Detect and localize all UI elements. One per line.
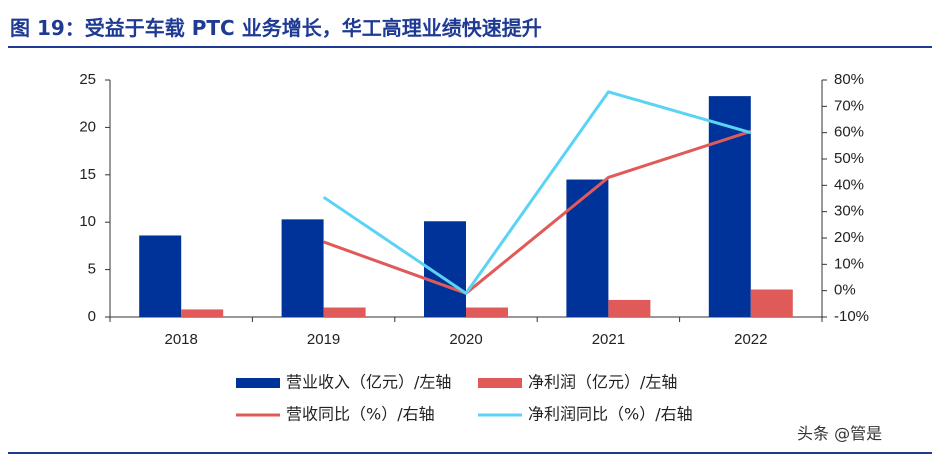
watermark: 头条 @管是	[797, 424, 883, 443]
right-tick-label: 40%	[834, 176, 864, 193]
revenue-bar	[139, 235, 182, 317]
left-tick-label: 15	[79, 166, 96, 183]
x-tick-label: 2020	[449, 331, 482, 348]
right-tick-label: 0%	[834, 282, 856, 299]
revenue-bar	[708, 96, 751, 317]
profit-bar	[466, 307, 508, 317]
right-tick-label: 70%	[834, 97, 864, 114]
legend-revenue-label: 营业收入（亿元）/左轴	[286, 373, 451, 392]
right-tick-label: -10%	[834, 308, 869, 325]
profit-bar	[608, 299, 651, 317]
right-tick-label: 80%	[834, 71, 864, 88]
revenue-bar	[281, 219, 324, 317]
x-tick-label: 2019	[307, 331, 340, 348]
bottom-divider	[8, 452, 932, 454]
right-tick-label: 60%	[834, 124, 864, 141]
legend-revenue-growth-label: 营收同比（%）/右轴	[286, 405, 435, 424]
right-tick-label: 30%	[834, 203, 864, 220]
left-tick-label: 20	[79, 118, 96, 135]
revenue-bar	[566, 179, 609, 317]
title-divider	[8, 46, 932, 48]
right-tick-label: 10%	[834, 255, 864, 272]
legend-profit-growth-label: 净利润同比（%）/右轴	[528, 405, 693, 424]
x-tick-label: 2022	[734, 331, 767, 348]
legend-profit-label: 净利润（亿元）/左轴	[528, 373, 677, 392]
chart-title: 图 19：受益于车载 PTC 业务增长，华工高理业绩快速提升	[10, 16, 542, 40]
left-tick-label: 10	[79, 213, 96, 230]
right-tick-label: 20%	[834, 229, 864, 246]
profit-bar	[750, 289, 793, 317]
left-tick-label: 0	[88, 308, 96, 325]
legend-revenue-swatch	[236, 378, 280, 388]
legend-profit-swatch	[478, 378, 522, 388]
profit-bar	[181, 309, 224, 317]
x-tick-label: 2018	[165, 331, 198, 348]
profit-growth-line	[322, 90, 752, 295]
revenue-growth-line	[323, 129, 752, 295]
x-tick-label: 2021	[592, 331, 625, 348]
right-tick-label: 50%	[834, 150, 864, 167]
left-tick-label: 5	[88, 261, 96, 278]
profit-bar	[323, 307, 366, 317]
left-tick-label: 25	[79, 71, 96, 88]
